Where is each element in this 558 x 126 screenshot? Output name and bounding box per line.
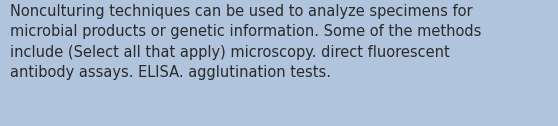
Text: Nonculturing techniques can be used to analyze specimens for
microbial products : Nonculturing techniques can be used to a…	[10, 4, 482, 80]
